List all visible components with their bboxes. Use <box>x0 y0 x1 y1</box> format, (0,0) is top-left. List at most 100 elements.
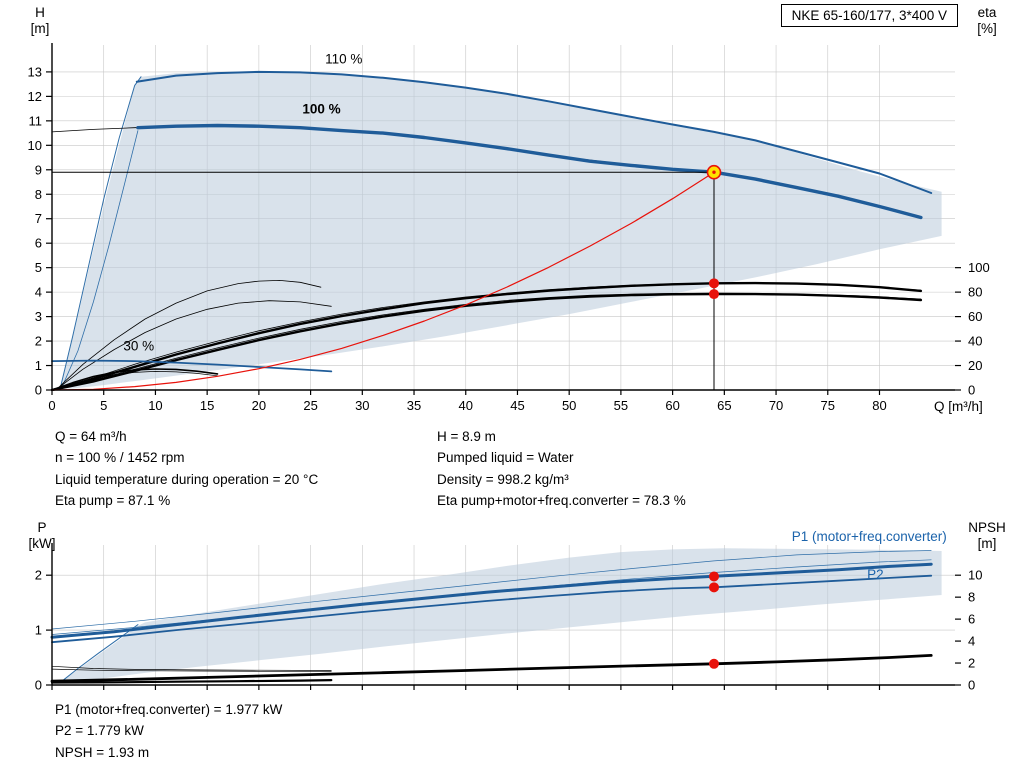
operating-data-bottom: P1 (motor+freq.converter) = 1.977 kW P2 … <box>55 699 282 763</box>
y-tick-label: 1 <box>35 358 42 373</box>
npsh-curve <box>50 654 933 683</box>
curve-110-percent <box>135 70 933 194</box>
power-axis-symbol: P <box>37 520 47 535</box>
y2-tick-label: 4 <box>968 634 975 649</box>
x-tick-label: 70 <box>769 398 783 413</box>
y-tick-label: 8 <box>35 187 42 202</box>
p2-curve <box>51 574 933 644</box>
envelope-left-edge <box>59 76 142 389</box>
readout-head: H = 8.9 m <box>437 429 496 444</box>
readout-liquid-temperature: Liquid temperature during operation = 20… <box>55 471 319 487</box>
power-envelope <box>61 548 942 683</box>
y-tick-label: 11 <box>29 113 43 128</box>
system-curve <box>51 171 715 391</box>
y-tick-label: 12 <box>28 89 42 104</box>
eta-pump-point <box>708 278 719 289</box>
p1-point <box>708 571 719 582</box>
y2-tick-label: 60 <box>968 309 982 324</box>
readout-pumped-liquid: Pumped liquid = Water <box>437 450 574 466</box>
y2-tick-label: 40 <box>968 334 982 349</box>
power-left-edge <box>60 624 139 683</box>
label-p2: P2 <box>867 567 884 582</box>
x-tick-label: 15 <box>200 398 214 413</box>
readout-eta-total: Eta pump+motor+freq.converter = 78.3 % <box>437 493 686 509</box>
duty-point-center <box>712 170 716 174</box>
curve-30-percent <box>51 359 333 373</box>
power-axis-title: P [kW] <box>18 520 66 552</box>
y2-tick-label: 0 <box>968 678 975 693</box>
x-tick-label: 50 <box>562 398 576 413</box>
y2-tick-label: 0 <box>968 383 975 398</box>
readout-speed: n = 100 % / 1452 rpm <box>55 450 185 466</box>
y2-tick-label: 100 <box>968 260 990 275</box>
x-tick-label: 65 <box>717 398 731 413</box>
x-tick-label: 55 <box>614 398 628 413</box>
x-tick-label: 40 <box>459 398 473 413</box>
eta-arc-reduced-1 <box>56 279 322 390</box>
head-axis-title: H [m] <box>22 5 58 37</box>
y-tick-label: 13 <box>28 64 42 79</box>
label-110-percent: 110 % <box>325 51 362 66</box>
p-thin-black-2 <box>51 668 332 672</box>
readout-p2: P2 = 1.779 kW <box>55 723 144 739</box>
npsh-axis-unit: [m] <box>977 536 997 551</box>
y-tick-label: 9 <box>35 162 42 177</box>
p-thin-black-1 <box>51 665 332 671</box>
x-tick-label: 10 <box>148 398 162 413</box>
power-axis-unit: [kW] <box>28 536 56 551</box>
head-axis-unit: [m] <box>30 21 50 36</box>
x-tick-label: 60 <box>665 398 679 413</box>
start-locus-100 <box>61 130 139 387</box>
p1-110-thin <box>51 550 932 630</box>
y2-tick-label: 10 <box>968 568 982 583</box>
eta-total-point <box>708 289 719 300</box>
eta-30-b <box>51 371 218 391</box>
y2-tick-label: 80 <box>968 285 982 300</box>
power-npsh-chart: 0 1 2 0 2 4 6 8 10 P1 (motor+freq.converter) P2 <box>35 529 983 692</box>
x-tick-label: 0 <box>48 398 55 413</box>
p1-curve <box>50 562 933 639</box>
operating-envelope <box>60 71 942 389</box>
eta-arc-reduced-2 <box>56 300 332 390</box>
qh-chart: 0 5 10 15 20 25 30 35 40 45 50 55 60 65 70 75 8001234567… <box>28 43 990 413</box>
eta-axis-title: eta [%] <box>966 5 1008 37</box>
y-tick-label: 5 <box>35 260 42 275</box>
eta-axis-symbol: eta <box>977 5 997 20</box>
y-tick-label: 4 <box>35 285 42 300</box>
npsh-axis-title: NPSH [m] <box>956 520 1018 552</box>
npsh-point <box>708 658 719 669</box>
x-tick-label: 45 <box>510 398 524 413</box>
readout-npsh: NPSH = 1.93 m <box>55 744 150 760</box>
y-tick-label: 2 <box>35 568 42 583</box>
x-tick-label: 20 <box>252 398 266 413</box>
readout-density: Density = 998.2 kg/m³ <box>437 471 569 487</box>
p2-point <box>708 582 719 593</box>
x-tick-label: 25 <box>303 398 317 413</box>
y-tick-label: 6 <box>35 236 42 251</box>
readout-eta-pump: Eta pump = 87.1 % <box>55 493 171 509</box>
y-tick-label: 0 <box>35 678 42 693</box>
y-tick-label: 0 <box>35 383 42 398</box>
x-tick-label: 35 <box>407 398 421 413</box>
y-tick-label: 3 <box>35 309 42 324</box>
p-30-curve <box>50 678 333 684</box>
pump-title: NKE 65-160/177, 3*400 V <box>791 8 947 23</box>
y2-tick-label: 8 <box>968 590 975 605</box>
operating-data-left: Q = 64 m³/h n = 100 % / 1452 rpm Liquid … <box>55 426 318 512</box>
eta-total-curve <box>50 292 923 392</box>
eta-30-a <box>51 368 219 391</box>
label-30-percent: 30 % <box>123 338 154 353</box>
curve-100-percent <box>136 123 923 220</box>
y2-tick-label: 6 <box>968 612 975 627</box>
readout-flow: Q = 64 m³/h <box>55 429 127 444</box>
x-tick-label: 80 <box>872 398 886 413</box>
y-tick-label: 7 <box>35 211 42 226</box>
y2-tick-label: 2 <box>968 656 975 671</box>
flow-axis-title: Q [m³/h] <box>934 399 983 414</box>
label-p1: P1 (motor+freq.converter) <box>792 529 947 544</box>
x-tick-label: 30 <box>355 398 369 413</box>
eta-axis-unit: [%] <box>977 21 997 36</box>
head-axis-symbol: H <box>35 5 45 20</box>
